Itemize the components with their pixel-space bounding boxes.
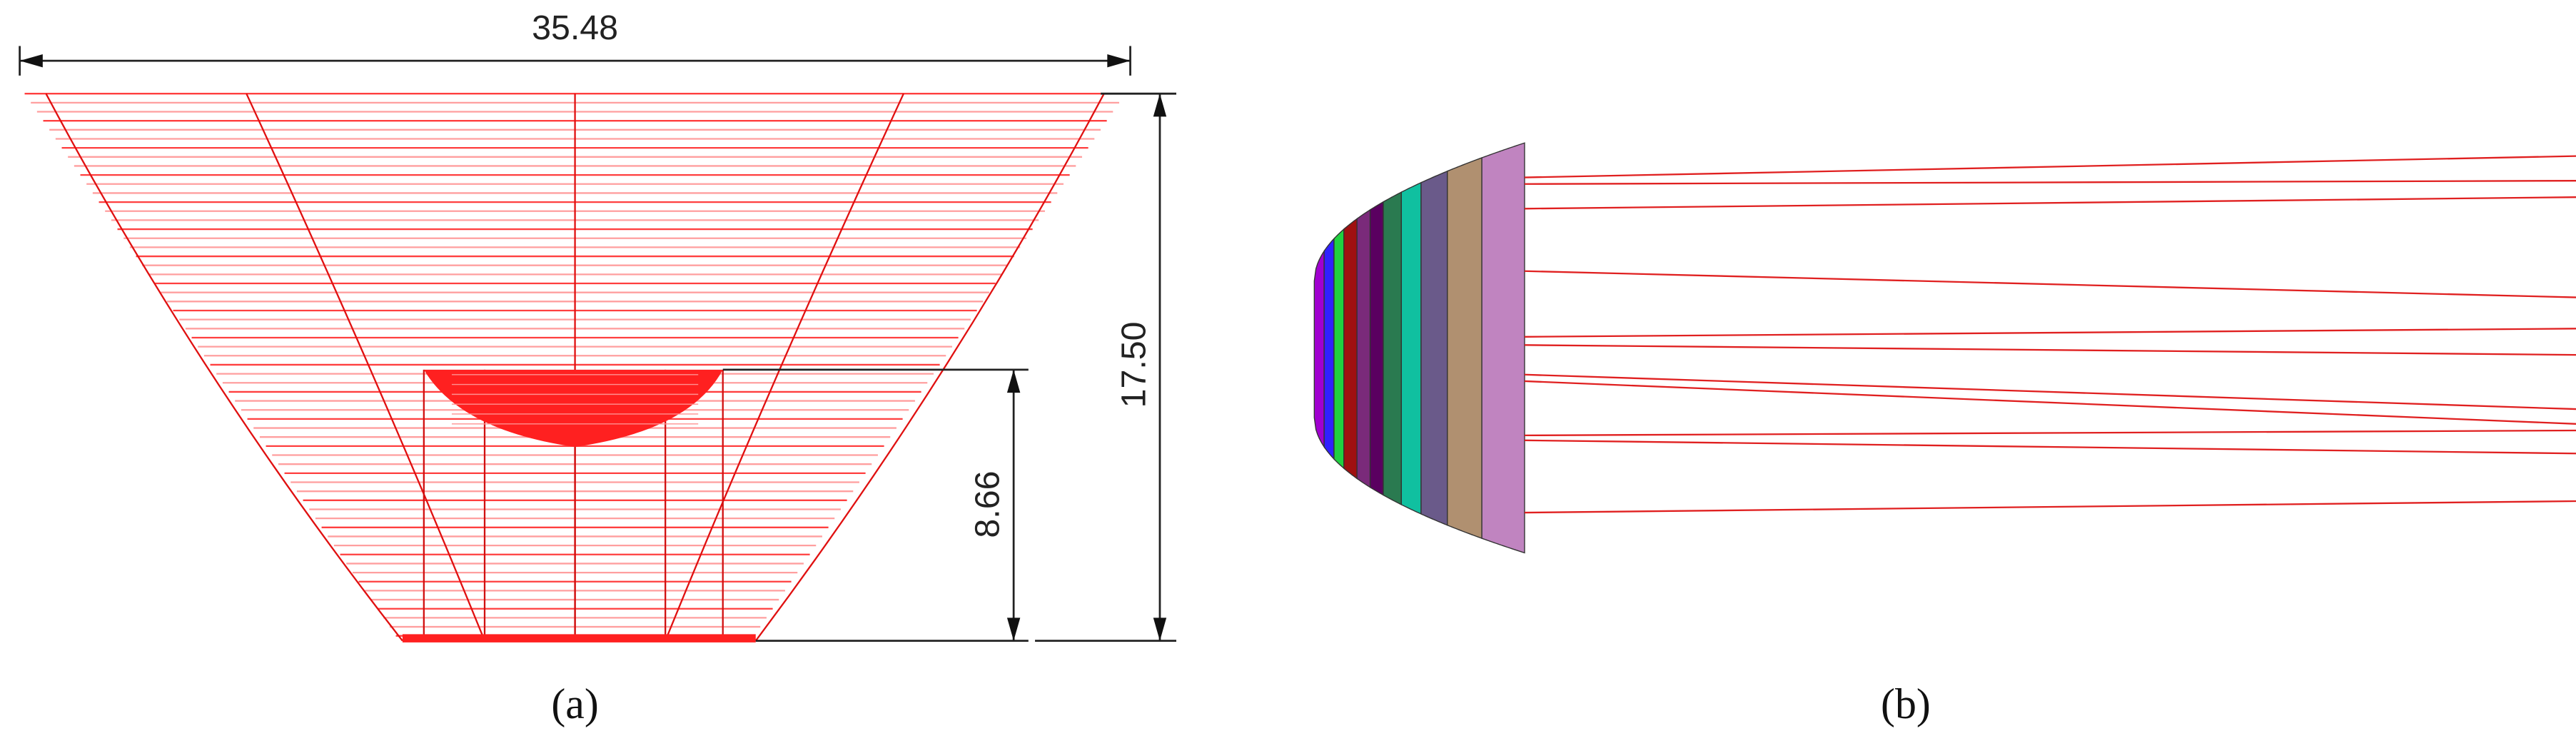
meridian-line	[246, 93, 486, 642]
ray	[1524, 373, 2576, 410]
ray	[1524, 429, 2576, 437]
arrowheads	[19, 54, 1167, 641]
ray	[1524, 196, 2576, 210]
height-label: 17.50	[1114, 321, 1153, 408]
ray	[1524, 180, 2576, 185]
panel-a	[24, 93, 1126, 642]
ray	[1524, 500, 2576, 514]
cone-segment	[1383, 191, 1403, 505]
ray	[1524, 270, 2576, 298]
panel-b	[1313, 142, 2576, 554]
cone-segment	[1313, 249, 1325, 449]
lens	[423, 369, 723, 448]
cone-segment	[1356, 208, 1371, 488]
ray	[1524, 344, 2576, 356]
cone-segment	[1420, 170, 1448, 526]
ray	[1524, 439, 2576, 455]
ray	[1524, 328, 2576, 338]
cone-segment	[1343, 218, 1358, 480]
caption-a: (a)	[551, 680, 598, 727]
base	[402, 634, 756, 642]
width-label: 35.48	[532, 9, 618, 47]
ray	[1524, 380, 2576, 425]
cone-segment	[1447, 156, 1483, 540]
dimension-lines	[19, 46, 1176, 642]
meridian-line	[45, 93, 403, 642]
meridian-line	[754, 93, 1105, 642]
cone-segment	[1400, 181, 1422, 515]
ray	[1524, 155, 2576, 178]
cone-segment	[1333, 228, 1345, 470]
cone-segment	[1323, 237, 1335, 460]
caption-b: (b)	[1881, 680, 1931, 727]
inner-height-label: 8.66	[968, 471, 1006, 538]
cone-segment	[1369, 201, 1384, 496]
meridian-line	[665, 93, 904, 642]
cone-segment	[1481, 142, 1525, 554]
